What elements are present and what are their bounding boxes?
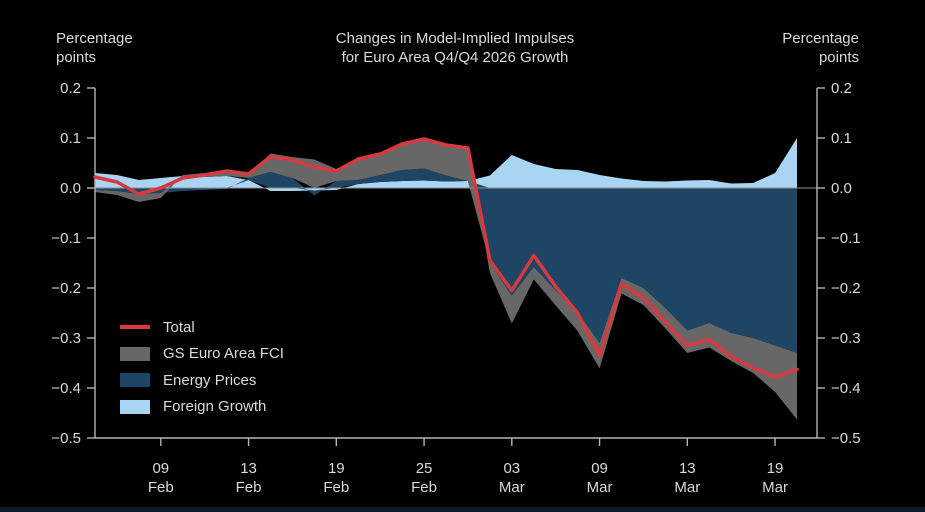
left-axis-caption-line2: points [56, 49, 97, 66]
y-tick-label-left: 0.2 [60, 80, 81, 97]
legend-item-foreign-growth: Foreign Growth [120, 394, 284, 421]
x-tick-label-month: Feb [323, 479, 349, 496]
x-tick-label-day: 19 [328, 460, 345, 477]
left-axis-caption: Percentage points [56, 29, 133, 67]
right-axis-caption-line1: Percentage [782, 30, 859, 47]
x-tick-label-month: Mar [762, 479, 788, 496]
y-tick-label-right: −0.4 [831, 380, 861, 397]
x-tick-label-day: 19 [767, 460, 784, 477]
x-tick-label-month: Feb [148, 479, 174, 496]
x-tick-label-day: 13 [679, 460, 696, 477]
y-tick-label-right: −0.5 [831, 430, 861, 447]
chart-title-line1: Changes in Model-Implied Impulses [335, 30, 575, 47]
legend-label-total: Total [163, 318, 195, 336]
bottom-accent-bar [0, 507, 925, 512]
legend-item-fci: GS Euro Area FCI [120, 341, 284, 368]
y-tick-label-left: 0.0 [60, 180, 81, 197]
legend-swatch-foreign-growth [120, 399, 150, 414]
chart-title: Changes in Model-Implied Impulses for Eu… [230, 29, 680, 67]
y-tick-label-left: −0.3 [51, 330, 81, 347]
legend-label-energy: Energy Prices [163, 371, 257, 389]
y-tick-label-left: −0.4 [51, 380, 81, 397]
legend-swatch-total [120, 325, 150, 330]
y-tick-label-right: 0.2 [831, 80, 852, 97]
y-tick-label-right: −0.2 [831, 280, 861, 297]
right-axis-caption: Percentage points [782, 29, 859, 67]
x-tick-label-day: 09 [152, 460, 169, 477]
legend-item-energy: Energy Prices [120, 367, 284, 394]
x-tick-label-day: 13 [240, 460, 257, 477]
legend: Total GS Euro Area FCI Energy Prices For… [120, 314, 284, 420]
total-line [93, 137, 799, 379]
y-tick-label-right: −0.3 [831, 330, 861, 347]
legend-swatch-fci [120, 346, 150, 361]
y-tick-label-left: −0.1 [51, 230, 81, 247]
area-energy-prices [95, 168, 797, 353]
x-tick-label-month: Feb [411, 479, 437, 496]
x-tick-label-day: 25 [416, 460, 433, 477]
x-tick-label-month: Feb [236, 479, 262, 496]
left-axis-caption-line1: Percentage [56, 30, 133, 47]
legend-label-fci: GS Euro Area FCI [163, 345, 284, 363]
x-tick-label-day: 03 [503, 460, 520, 477]
x-tick-label-month: Mar [499, 479, 525, 496]
y-tick-label-left: 0.1 [60, 130, 81, 147]
y-tick-label-left: −0.2 [51, 280, 81, 297]
y-tick-label-right: 0.0 [831, 180, 852, 197]
y-tick-label-right: −0.1 [831, 230, 861, 247]
y-tick-label-left: −0.5 [51, 430, 81, 447]
legend-item-total: Total [120, 314, 284, 341]
legend-label-foreign-growth: Foreign Growth [163, 398, 267, 416]
x-tick-label-month: Mar [587, 479, 613, 496]
right-axis-caption-line2: points [818, 49, 859, 66]
x-tick-label-month: Mar [674, 479, 700, 496]
legend-swatch-energy [120, 373, 150, 388]
y-tick-label-right: 0.1 [831, 130, 852, 147]
x-tick-label-day: 09 [591, 460, 608, 477]
chart-title-line2: for Euro Area Q4/Q4 2026 Growth [341, 49, 569, 66]
